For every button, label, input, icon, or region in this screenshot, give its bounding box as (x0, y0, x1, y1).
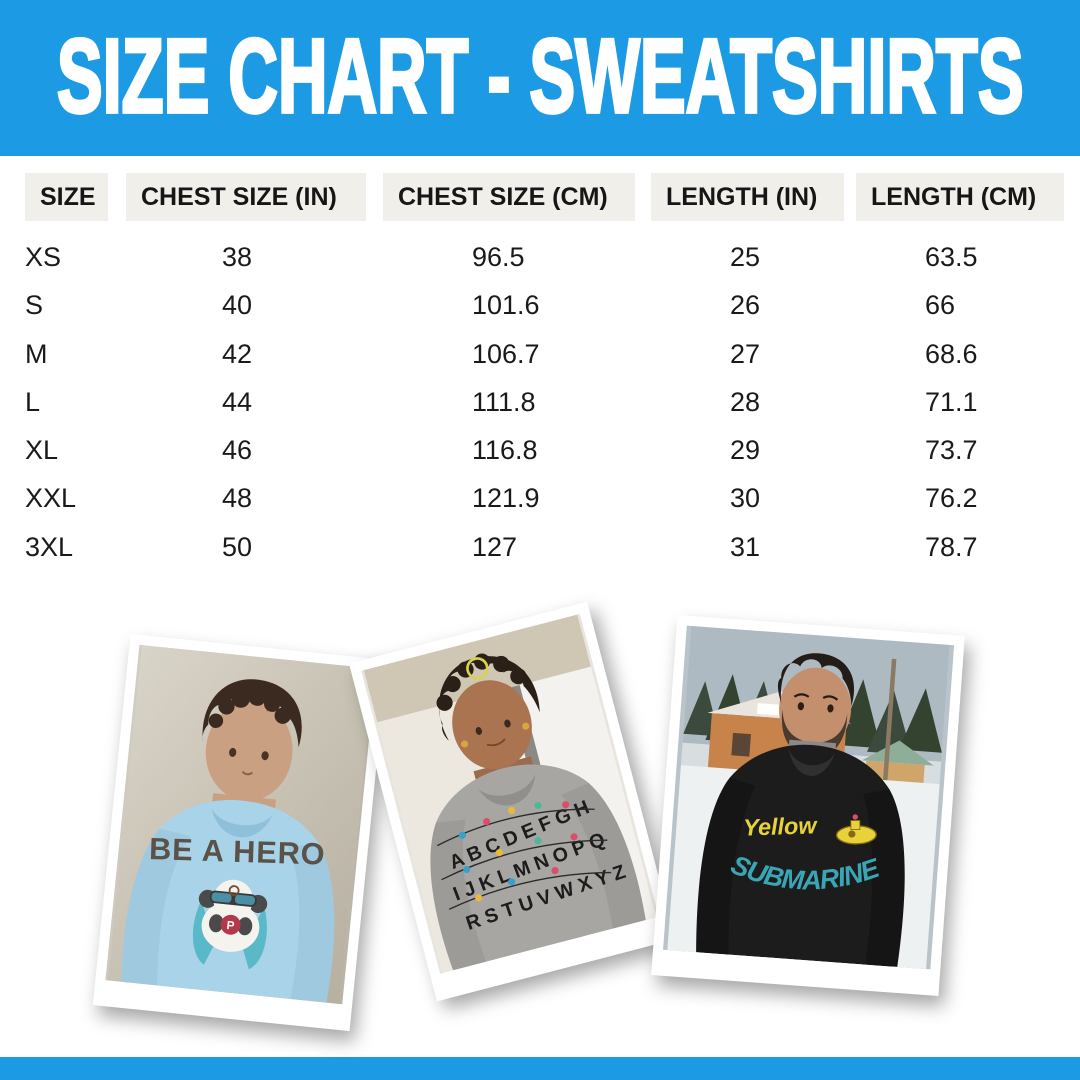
svg-text:BE A HERO: BE A HERO (149, 831, 326, 872)
svg-text:Yellow: Yellow (743, 812, 819, 840)
svg-text:P: P (226, 919, 235, 933)
